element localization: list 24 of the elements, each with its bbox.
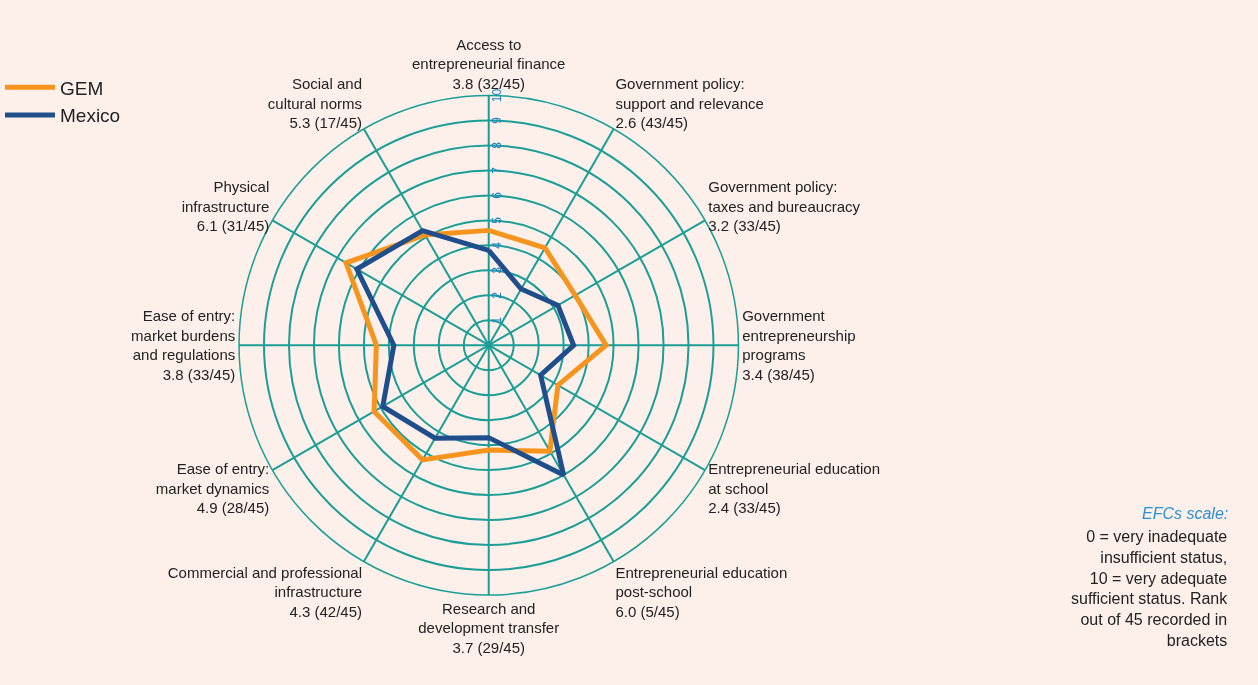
spoke-label: Physical infrastructure 6.1 (31/45) bbox=[181, 178, 270, 235]
spoke-label: Social and cultural norms 5.3 (17/45) bbox=[267, 75, 363, 132]
spoke-label: Ease of entry: market dynamics 4.9 (28/45) bbox=[155, 460, 270, 517]
text: 0 = very inadequate insufficient status, 10 = very adequate sufficient status. Rank out of 45 recorded in brackets bbox=[1071, 528, 1229, 649]
spoke-label: Commercial and professional infrastructure 4.3 (42/45) bbox=[167, 563, 363, 620]
y-tick-label: 2 bbox=[490, 291, 505, 299]
spoke-label: Entrepreneurial education post-school 6.0 (5/45) bbox=[615, 563, 788, 620]
text: EFCs scale: bbox=[1142, 505, 1229, 522]
y-tick-label: 5 bbox=[490, 216, 505, 224]
y-tick-label: 6 bbox=[490, 191, 505, 199]
legend-label: Mexico bbox=[60, 105, 121, 127]
spoke-label: Government policy: taxes and bureaucracy 3.2 (33/45) bbox=[708, 178, 861, 235]
spoke-label: Ease of entry: market burdens and regulations 3.8 (33/45) bbox=[131, 307, 236, 383]
y-tick-label: 7 bbox=[490, 166, 505, 174]
spoke-label: Research and development transfer 3.7 (29/45) bbox=[418, 599, 560, 656]
spoke-label: Entrepreneurial education at school 2.4 (33/45) bbox=[708, 460, 881, 517]
spoke-label: Government policy: support and relevance 2.6 (43/45) bbox=[615, 75, 764, 132]
y-tick-label: 3 bbox=[490, 266, 505, 274]
y-tick-label: 8 bbox=[490, 141, 505, 149]
y-tick-label: 1 bbox=[490, 316, 505, 324]
y-tick-label: 9 bbox=[490, 116, 505, 124]
legend-label: GEM bbox=[60, 77, 104, 99]
spoke-label: Government entrepreneurship programs 3.4 (38/45) bbox=[742, 307, 856, 383]
y-tick-label: 4 bbox=[490, 241, 505, 249]
